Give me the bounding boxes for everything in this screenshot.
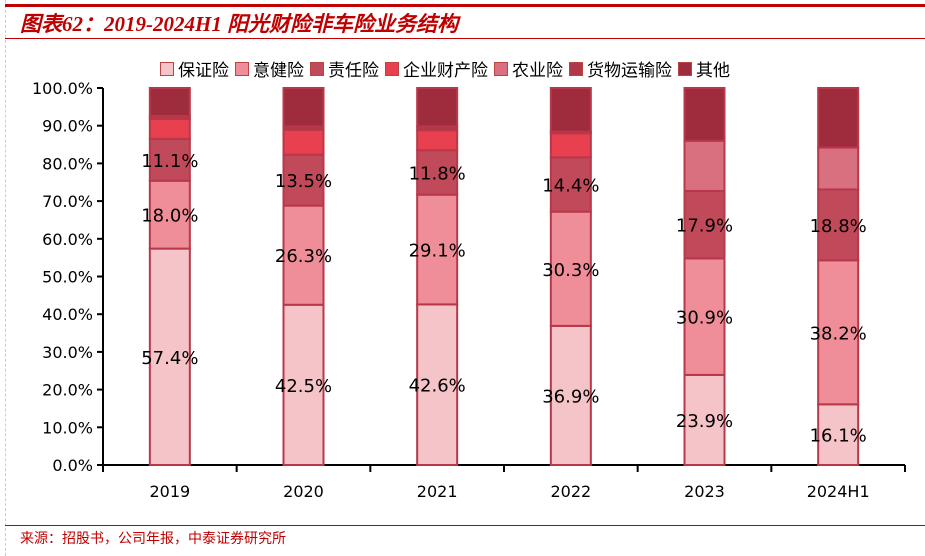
- y-tick-label: 70.0%: [42, 192, 93, 211]
- legend: 保证险 意健险 责任险 企业财产险 农业险 货物运输险 其他: [160, 56, 730, 81]
- legend-item: 意健险: [235, 56, 304, 81]
- frame-border: [5, 0, 6, 556]
- bar-segment: [817, 403, 860, 467]
- y-tick-label: 10.0%: [42, 418, 93, 437]
- legend-label: 货物运输险: [587, 61, 672, 81]
- bar-segment: [683, 87, 726, 142]
- y-tick-label: 0.0%: [52, 456, 93, 475]
- data-label: 16.1%: [810, 426, 867, 447]
- legend-label: 农业险: [512, 61, 563, 81]
- legend-swatch: [160, 61, 174, 76]
- x-tick-label: 2020: [283, 482, 324, 501]
- x-tick-label: 2023: [684, 482, 725, 501]
- bar-segment: [282, 87, 325, 128]
- bar-segment: [282, 204, 325, 306]
- bar-segment: [282, 128, 325, 156]
- legend-item: 农业险: [494, 56, 563, 81]
- legend-swatch: [235, 61, 249, 76]
- legend-label: 企业财产险: [403, 61, 488, 81]
- legend-swatch: [385, 61, 399, 76]
- top-rule: [5, 4, 925, 7]
- legend-item: 其他: [678, 56, 730, 81]
- source-note: 来源：招股书，公司年报，中泰证券研究所: [20, 531, 286, 547]
- bar-segment: [148, 87, 191, 117]
- data-label: 18.8%: [810, 216, 867, 237]
- data-label: 14.4%: [542, 176, 599, 197]
- bar-segment: [416, 129, 459, 152]
- data-label: 42.6%: [409, 376, 466, 397]
- legend-label: 保证险: [178, 61, 229, 81]
- x-tick-label: 2024H1: [807, 482, 870, 501]
- bar-segment: [416, 149, 459, 196]
- source-rule: [5, 525, 925, 526]
- legend-item: 责任险: [310, 56, 379, 81]
- bar-segment: [683, 189, 726, 260]
- y-tick-label: 40.0%: [42, 305, 93, 324]
- data-label: 17.9%: [676, 216, 733, 237]
- bar-segment: [549, 132, 592, 159]
- bar-segment: [416, 87, 459, 128]
- bar-segment: [148, 117, 191, 140]
- legend-item: 企业财产险: [385, 56, 488, 81]
- y-tick-label: 50.0%: [42, 268, 93, 287]
- bar-segment: [282, 153, 325, 207]
- legend-label: 责任险: [328, 61, 379, 81]
- legend-swatch: [310, 61, 324, 76]
- data-label: 11.8%: [409, 163, 466, 184]
- legend-swatch: [569, 61, 583, 76]
- legend-label: 其他: [696, 61, 730, 81]
- bar-segment: [416, 193, 459, 306]
- bar-segment: [817, 259, 860, 406]
- legend-item: 保证险: [160, 56, 229, 81]
- data-label: 30.3%: [542, 260, 599, 281]
- bar-segment: [549, 87, 592, 133]
- data-label: 23.9%: [676, 411, 733, 432]
- x-tick-label: 2022: [550, 482, 591, 501]
- y-tick-label: 60.0%: [42, 230, 93, 249]
- data-label: 36.9%: [542, 386, 599, 407]
- data-label: 13.5%: [275, 171, 332, 192]
- data-label: 29.1%: [409, 241, 466, 262]
- data-label: 18.0%: [141, 206, 198, 227]
- legend-swatch: [678, 61, 692, 76]
- data-label: 30.9%: [676, 308, 733, 329]
- data-label: 38.2%: [810, 323, 867, 344]
- legend-item: 货物运输险: [569, 56, 672, 81]
- y-tick-label: 80.0%: [42, 154, 93, 173]
- x-tick-label: 2019: [149, 482, 190, 501]
- bar-segment: [549, 156, 592, 213]
- legend-swatch: [494, 61, 508, 76]
- bar-segment: [817, 146, 860, 191]
- title-rule: [5, 38, 925, 39]
- x-tick-label: 2021: [417, 482, 458, 501]
- bar-segment: [683, 139, 726, 192]
- data-label: 11.1%: [141, 151, 198, 172]
- y-tick-label: 30.0%: [42, 343, 93, 362]
- data-label: 42.5%: [275, 376, 332, 397]
- y-tick-label: 100.0%: [32, 79, 93, 98]
- chart-title: 图表62：2019-2024H1 阳光财险非车险业务结构: [20, 12, 459, 36]
- bar-segment: [148, 137, 191, 182]
- bar-segment: [817, 87, 860, 149]
- y-tick-label: 20.0%: [42, 381, 93, 400]
- y-tick-label: 90.0%: [42, 117, 93, 136]
- bar-segment: [148, 247, 191, 466]
- bar-segment: [282, 303, 325, 466]
- data-label: 57.4%: [141, 348, 198, 369]
- legend-label: 意健险: [253, 61, 304, 81]
- data-label: 26.3%: [275, 246, 332, 267]
